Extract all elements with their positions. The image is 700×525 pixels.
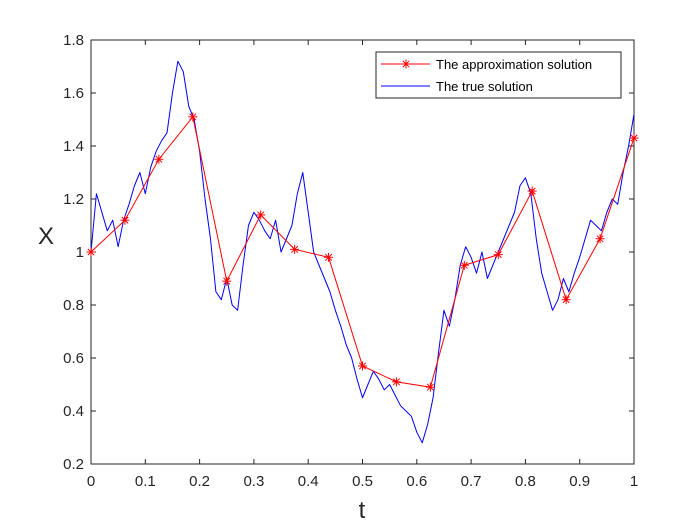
x-axis-ticks: 0 0.1 0.2 0.3 0.4 0.5 0.6 0.7 0.8 0.9 1	[87, 40, 638, 490]
approximation-point-marker	[154, 154, 164, 164]
approximation-point-marker	[188, 112, 198, 122]
approximation-point-marker	[256, 210, 266, 220]
x-tick-label: 1	[630, 473, 638, 490]
legend-true-label: The true solution	[436, 79, 533, 94]
approximation-point-marker	[222, 276, 232, 286]
plot-area	[90, 39, 635, 465]
x-tick-label: 0.2	[189, 473, 210, 490]
x-tick-label: 0.7	[461, 473, 482, 490]
y-tick-label: 0.8	[63, 297, 84, 314]
approximation-point-marker	[561, 295, 571, 305]
approximation-point-marker	[86, 247, 96, 257]
x-tick-label: 0.6	[406, 473, 427, 490]
legend-approx-label: The approximation solution	[436, 57, 592, 72]
legend-approx-marker	[401, 59, 411, 69]
approximation-point-marker	[595, 234, 605, 244]
x-tick-label: 0.3	[243, 473, 264, 490]
approximation-point-marker	[629, 133, 639, 143]
y-tick-label: 1	[76, 244, 84, 261]
y-axis-ticks: 0.2 0.4 0.6 0.8 1 1.2 1.4 1.6 1.8	[63, 32, 634, 473]
approximation-point-marker	[425, 382, 435, 392]
approximation-point-marker	[527, 186, 537, 196]
x-tick-label: 0.9	[569, 473, 590, 490]
x-tick-label: 0	[87, 473, 95, 490]
approximation-point-marker	[290, 244, 300, 254]
y-tick-label: 0.2	[63, 456, 84, 473]
y-tick-label: 1.4	[63, 138, 84, 155]
true-solution-line	[90, 60, 635, 444]
approximation-point-marker	[493, 250, 503, 260]
x-tick-label: 0.8	[515, 473, 536, 490]
y-axis-label: X	[38, 223, 54, 250]
y-tick-label: 0.6	[63, 350, 84, 367]
y-tick-label: 0.4	[63, 403, 84, 420]
series-layer	[86, 60, 639, 444]
x-tick-label: 0.1	[135, 473, 156, 490]
approximation-point-marker	[120, 215, 130, 225]
x-tick-label: 0.5	[352, 473, 373, 490]
approximation-point-marker	[391, 377, 401, 387]
legend: The approximation solution The true solu…	[375, 51, 622, 99]
approximation-point-marker	[459, 260, 469, 270]
y-tick-label: 1.6	[63, 85, 84, 102]
x-axis-label: t	[359, 497, 366, 524]
x-tick-label: 0.4	[298, 473, 319, 490]
y-tick-label: 1.8	[63, 32, 84, 49]
approximation-point-marker	[358, 361, 367, 371]
approximation-point-marker	[324, 252, 334, 262]
y-tick-label: 1.2	[63, 191, 84, 208]
legend-box	[375, 51, 622, 99]
